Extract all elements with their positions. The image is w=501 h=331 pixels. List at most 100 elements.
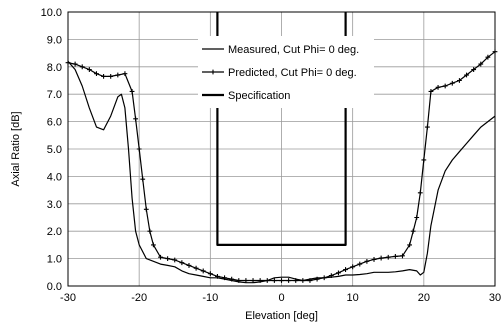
x-tick-label: 20 [418,292,430,304]
data-point [207,271,213,277]
data-point [328,273,334,278]
y-tick-label: 8.0 [47,62,62,74]
legend-label: Predicted, Cut Phi= 0 deg. [228,67,357,79]
data-point [86,67,92,72]
y-tick-label: 10.0 [41,7,62,19]
y-tick-label: 0.0 [47,281,62,293]
data-point [435,84,441,90]
data-point [407,242,412,248]
series-line-2 [216,12,347,246]
data-point [414,215,420,220]
data-point [133,116,139,122]
data-point [151,242,156,248]
data-point [392,254,398,259]
data-point [279,278,284,283]
data-point [179,260,185,266]
data-point [264,278,270,283]
x-axis-title: Elevation [deg] [245,310,318,322]
x-tick-label: -20 [131,292,147,304]
data-point [400,253,405,259]
data-point [321,275,327,281]
legend-entry-0: Measured, Cut Phi= 0 deg. [202,44,359,56]
data-point [143,206,149,212]
series-line-0 [67,60,496,284]
data-point [350,264,356,270]
legend-box [198,36,374,108]
data-point [424,124,430,130]
x-tick-label: -10 [202,292,218,304]
data-point [485,54,491,60]
data-point [229,276,235,282]
x-tick-label: 10 [347,292,359,304]
data-point [136,146,142,152]
data-point [147,228,153,234]
data-point [385,254,391,260]
y-tick-label: 5.0 [47,144,62,156]
legend-entry-2: Specification [202,90,290,102]
y-axis-title: Axial Ratio [dB] [10,111,22,186]
data-point [286,278,292,283]
x-tick-label: 30 [489,292,501,304]
data-point [101,73,106,79]
data-point [471,67,477,72]
data-point [357,261,363,267]
data-point [343,267,348,272]
y-tick-label: 9.0 [47,34,62,46]
data-point [215,274,220,279]
data-point [371,257,377,262]
y-tick-label: 3.0 [47,199,62,211]
data-point [417,190,423,196]
data-point [364,258,370,264]
x-tick-label: -30 [60,292,76,304]
data-point [442,83,448,89]
series-2 [216,12,347,246]
data-point [79,64,85,70]
y-tick-label: 6.0 [47,117,62,129]
data-point [140,176,146,182]
data-point [165,256,171,261]
tick-labels: 0.0 1.0 2.0 3.0 4.0 5.0 6.0 7.0 8.0 9.0 10.0 -30 -20… [41,7,501,304]
data-point [428,89,434,94]
legend-label: Measured, Cut Phi= 0 deg. [228,44,359,56]
data-point [336,270,341,276]
data-point [378,255,384,261]
y-tick-label: 2.0 [47,226,62,238]
data-point [222,275,227,281]
data-point [271,278,277,283]
y-tick-label: 1.0 [47,254,62,266]
legend-marker [210,69,216,75]
data-point [457,78,462,83]
data-point [421,157,427,163]
data-point [449,80,455,86]
legend-entry-1: Predicted, Cut Phi= 0 deg. [202,67,357,79]
data-point [250,278,256,283]
legend-items: Measured, Cut Phi= 0 deg. Predicted, Cut … [202,44,359,102]
data-point [200,268,206,274]
data-point [172,257,178,263]
legend: Measured, Cut Phi= 0 deg. Predicted, Cut … [198,36,374,108]
data-point [158,254,163,260]
data-point [108,73,114,79]
data-point [236,278,242,283]
series-layer [65,12,498,284]
data-point [115,72,121,78]
legend-label: Specification [228,90,290,102]
series-1 [65,49,498,283]
x-tick-label: 0 [278,292,284,304]
y-tick-label: 4.0 [47,171,62,183]
data-point [193,265,199,271]
data-point [186,263,192,268]
data-point [478,61,484,67]
series-0 [67,60,496,284]
data-point [257,278,263,283]
y-tick-label: 7.0 [47,89,62,101]
data-point [72,61,78,67]
data-point [307,278,313,283]
plot-frame [67,11,496,287]
data-point [129,89,135,94]
data-point [300,278,306,283]
data-point [464,72,469,78]
data-point [243,278,249,283]
data-point [122,71,128,77]
